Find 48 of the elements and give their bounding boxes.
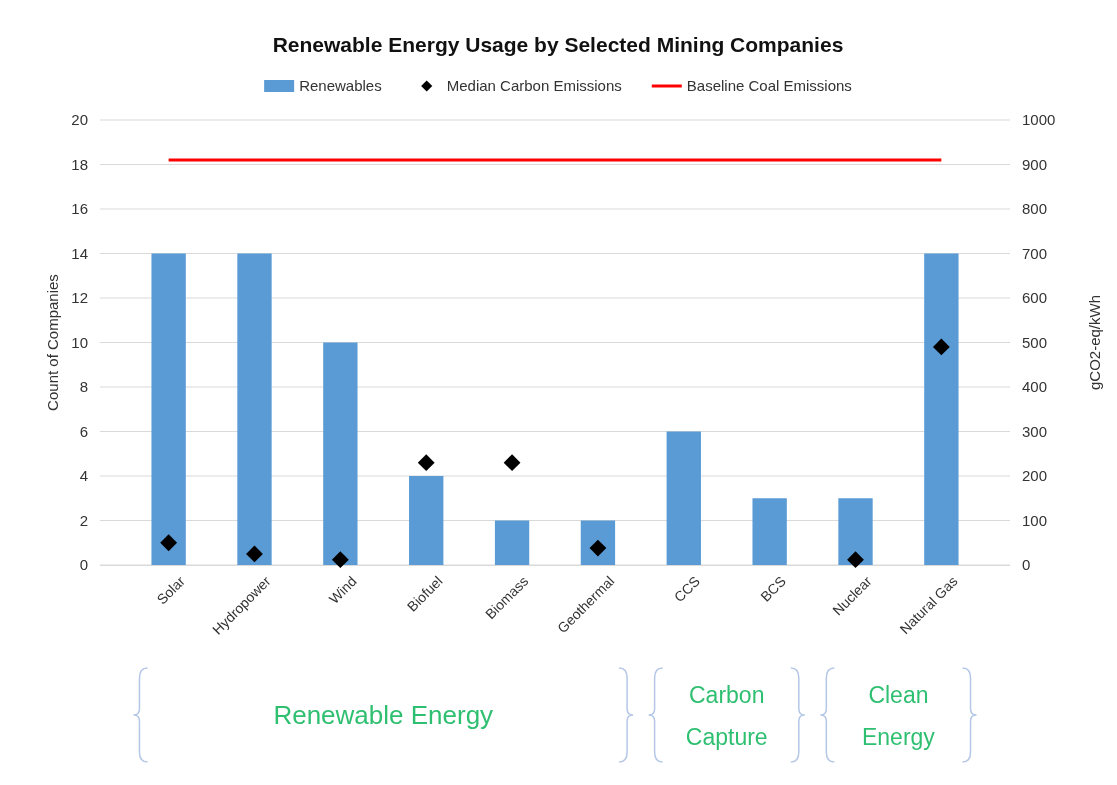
y-tick-label: 18	[71, 155, 88, 173]
y-tick-label: 2	[79, 511, 88, 529]
y-tick-label: 16	[71, 200, 88, 218]
y-tick-label: 8	[79, 378, 88, 396]
y2-tick-label: 300	[1022, 422, 1048, 440]
text: Clean Energy	[862, 682, 936, 750]
bar	[494, 520, 530, 565]
y2-tick-label: 100	[1022, 511, 1048, 529]
y2-tick-label: 0	[1022, 556, 1031, 574]
point	[503, 454, 521, 472]
y-tick-label: 14	[71, 244, 88, 262]
y-tick-label: 10	[71, 333, 88, 351]
bar	[323, 342, 358, 565]
bar	[666, 431, 701, 565]
y2-tick-label: 500	[1022, 333, 1048, 351]
bar	[151, 253, 186, 565]
chart-title: Renewable Energy Usage by Selected Mining Companies	[272, 33, 844, 56]
y2-tick-label: 900	[1022, 155, 1048, 173]
legend-label: Renewables	[299, 77, 382, 94]
y2-tick-label: 700	[1022, 244, 1048, 262]
y2-tick-label: 400	[1022, 378, 1048, 396]
y-tick-label: 6	[79, 422, 88, 440]
point	[417, 454, 435, 472]
y2-tick-label: 200	[1022, 467, 1048, 485]
bar	[580, 520, 616, 565]
y-tick-label: 4	[79, 467, 88, 485]
y2-tick-label: 800	[1022, 200, 1048, 218]
point	[932, 338, 950, 356]
y2-tick-label: 600	[1022, 289, 1048, 307]
point	[847, 551, 864, 569]
point	[246, 545, 263, 563]
bar	[409, 476, 444, 565]
point	[160, 534, 178, 552]
bar	[752, 498, 787, 565]
y2-tick-label: 1000	[1022, 111, 1056, 129]
point	[331, 551, 349, 569]
text: Carbon Capture	[685, 682, 768, 750]
legend-label: Baseline Coal Emissions	[686, 77, 852, 94]
y-tick-label: 0	[79, 556, 88, 574]
y-tick-label: 20	[71, 111, 88, 129]
bar	[924, 253, 959, 565]
y-axis-title: Count of Companies	[44, 274, 61, 411]
y-tick-label: 12	[71, 289, 88, 307]
bar	[237, 253, 272, 565]
y2-axis-title: gCO2-eq/kWh	[1086, 294, 1103, 391]
legend-label: Median Carbon Emissions	[446, 77, 622, 94]
text: Renewable Energy	[273, 700, 494, 730]
bar	[838, 498, 873, 565]
